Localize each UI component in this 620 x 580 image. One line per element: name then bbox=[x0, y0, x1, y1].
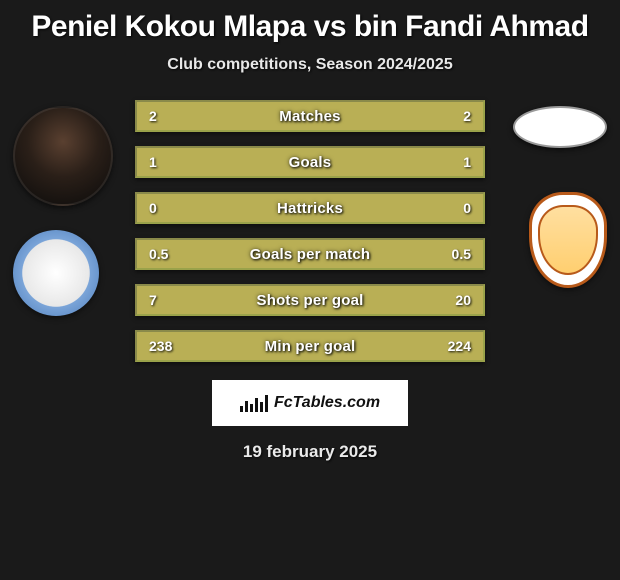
stat-label: Shots per goal bbox=[137, 292, 483, 309]
stat-value-right: 20 bbox=[455, 292, 471, 308]
comparison-card: Peniel Kokou Mlapa vs bin Fandi Ahmad Cl… bbox=[0, 0, 620, 580]
stat-label: Goals bbox=[137, 154, 483, 171]
stat-label: Matches bbox=[137, 108, 483, 125]
date-label: 19 february 2025 bbox=[0, 442, 620, 462]
stat-label: Hattricks bbox=[137, 200, 483, 217]
player2-name: bin Fandi Ahmad bbox=[354, 10, 589, 43]
right-column bbox=[485, 100, 615, 288]
stat-value-right: 1 bbox=[463, 154, 471, 170]
stat-row: 0Hattricks0 bbox=[135, 192, 485, 224]
stat-value-right: 0 bbox=[463, 200, 471, 216]
stat-value-right: 2 bbox=[463, 108, 471, 124]
attribution-badge: FcTables.com bbox=[212, 380, 408, 426]
page-title: Peniel Kokou Mlapa vs bin Fandi Ahmad bbox=[0, 10, 620, 44]
stat-row: 1Goals1 bbox=[135, 146, 485, 178]
attribution-icon bbox=[240, 394, 268, 412]
stat-row: 7Shots per goal20 bbox=[135, 284, 485, 316]
vs-text: vs bbox=[314, 10, 346, 43]
player1-photo bbox=[13, 106, 113, 206]
stat-value-right: 0.5 bbox=[452, 246, 471, 262]
stat-row: 2Matches2 bbox=[135, 100, 485, 132]
player2-photo bbox=[513, 106, 607, 148]
stat-label: Goals per match bbox=[137, 246, 483, 263]
stat-label: Min per goal bbox=[137, 338, 483, 355]
player2-club-logo bbox=[529, 192, 607, 288]
player1-name: Peniel Kokou Mlapa bbox=[31, 10, 305, 43]
stat-value-right: 224 bbox=[448, 338, 471, 354]
player1-club-logo bbox=[13, 230, 99, 316]
stats-column: 2Matches2 1Goals1 0Hattricks0 0.5Goals per … bbox=[135, 100, 485, 362]
stat-row: 238Min per goal224 bbox=[135, 330, 485, 362]
attribution-text: FcTables.com bbox=[274, 394, 380, 412]
subtitle: Club competitions, Season 2024/2025 bbox=[0, 56, 620, 74]
stat-row: 0.5Goals per match0.5 bbox=[135, 238, 485, 270]
body-area: 2Matches2 1Goals1 0Hattricks0 0.5Goals per … bbox=[0, 100, 620, 362]
left-column bbox=[5, 100, 135, 316]
